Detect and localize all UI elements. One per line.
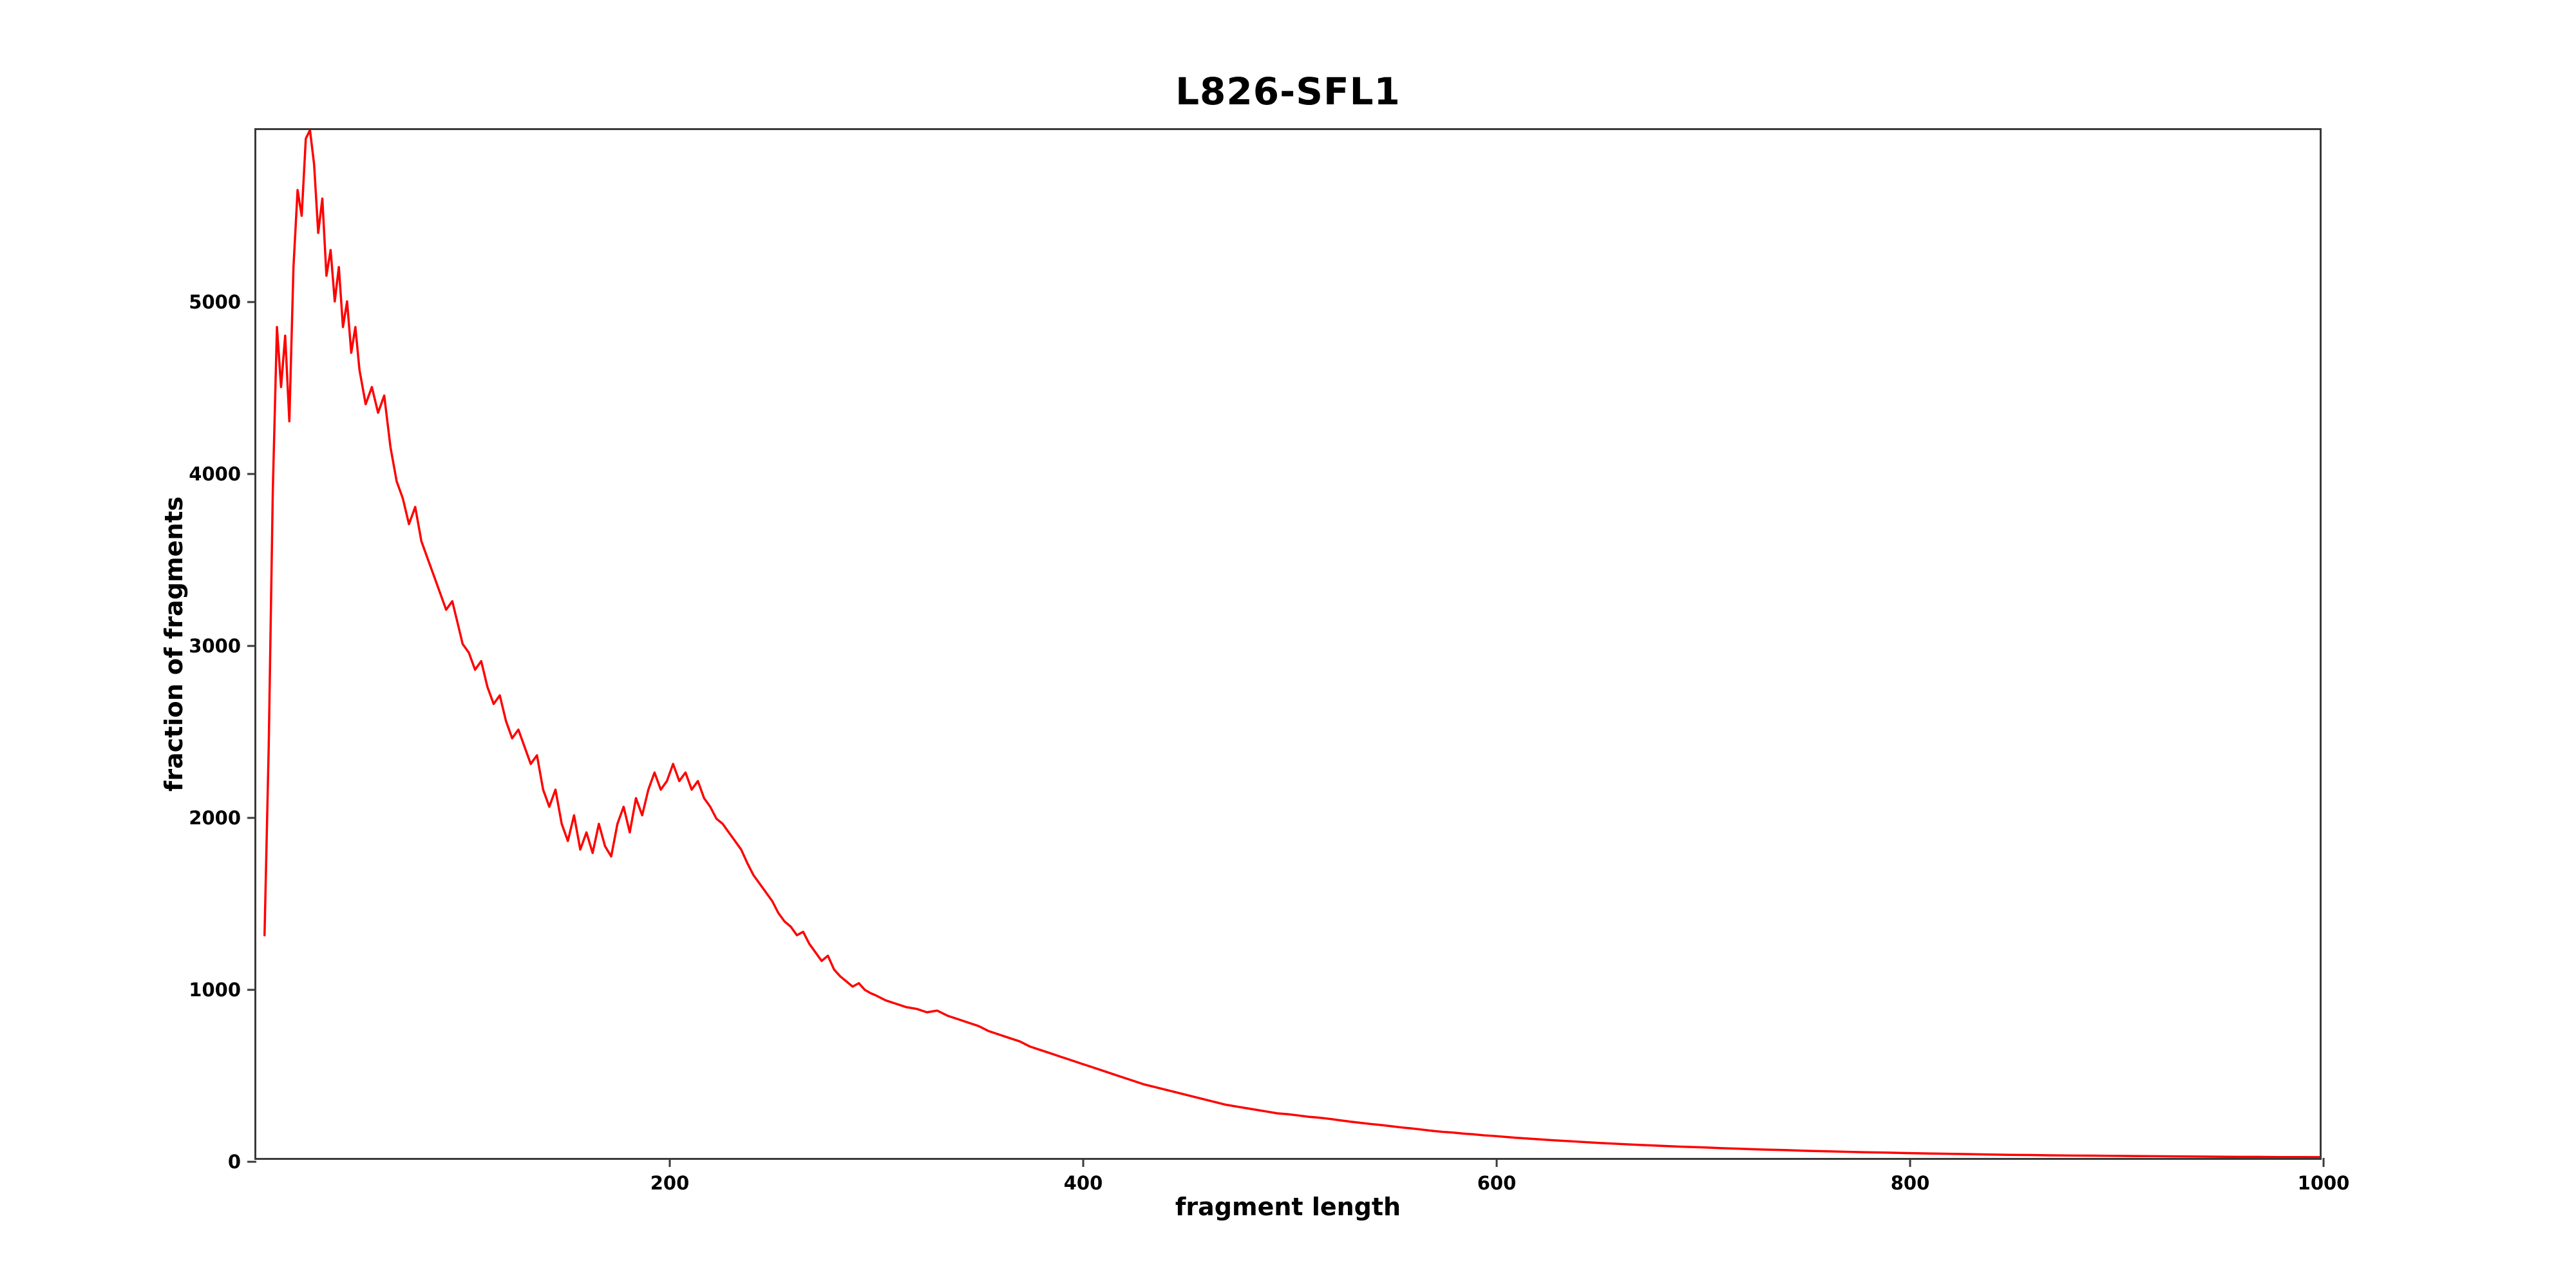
y-tick-label: 1000 [189,979,241,1001]
y-tick-label: 2000 [189,807,241,829]
x-tick-mark [1495,1158,1498,1167]
y-tick-mark [247,645,256,647]
y-tick-label: 3000 [189,635,241,657]
x-tick-mark [2322,1158,2325,1167]
y-tick-mark [247,817,256,819]
x-tick-label: 200 [650,1172,690,1194]
x-tick-mark [1082,1158,1084,1167]
x-axis-label: fragment length [1175,1193,1401,1221]
chart-title: L826-SFL1 [1175,70,1401,113]
x-tick-mark [1909,1158,1911,1167]
y-tick-label: 5000 [189,291,241,313]
y-tick-label: 4000 [189,463,241,485]
x-tick-label: 1000 [2297,1172,2350,1194]
y-tick-mark [247,989,256,991]
x-tick-label: 800 [1890,1172,1930,1194]
y-tick-mark [247,473,256,475]
x-tick-label: 400 [1063,1172,1103,1194]
plot-area: 200 400 600 800 1000 0 1000 2000 3000 4000 5000 [189,128,2349,1194]
y-tick-mark [247,301,256,303]
x-tick-label: 600 [1477,1172,1517,1194]
y-tick-label: 0 [227,1151,241,1173]
y-tick-mark [247,1160,256,1163]
x-tick-mark [668,1158,671,1167]
y-axis-label: fraction of fragments [160,496,188,792]
chart-plot-svg [263,130,2320,1158]
line-series-fragment-length-distribution [263,130,2320,1158]
